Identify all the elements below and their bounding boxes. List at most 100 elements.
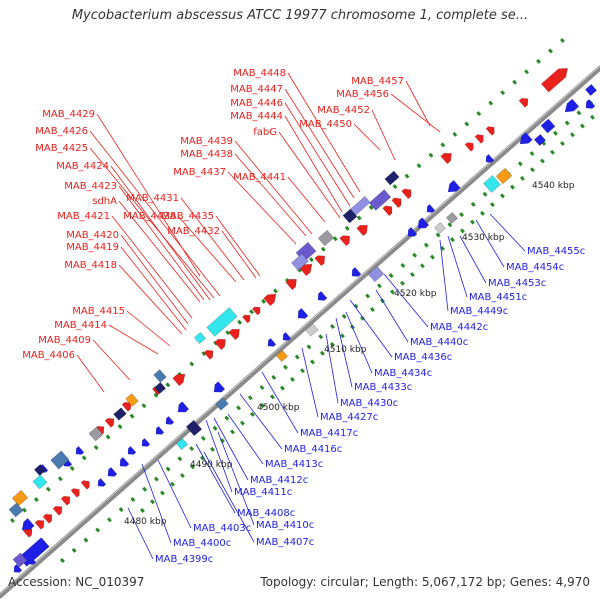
gene-label-mab_4425[interactable]: MAB_4425 [35,143,88,154]
gene-label-mab_4452[interactable]: MAB_4452 [317,105,370,116]
gene-label-mab_4419[interactable]: MAB_4419 [66,242,119,253]
scale-tick [118,507,124,513]
gene-label-mab_4429[interactable]: MAB_4429 [42,109,95,120]
reverse-gene-arrow [21,517,35,531]
gene-label-mab_4415[interactable]: MAB_4415 [72,306,125,317]
gene-label-mab_4432[interactable]: MAB_4432 [167,226,220,237]
gene-label-mab_4408c[interactable]: MAB_4408c [237,508,295,519]
scale-tick [310,359,315,365]
gene-feature-box [434,222,446,234]
reverse-gene-arrow [297,307,309,319]
gene-label-mab_4444[interactable]: MAB_4444 [230,111,283,122]
gene-label-mab_4403c[interactable]: MAB_4403c [193,523,251,534]
scale-tick [576,110,582,116]
scale-tick [410,272,415,278]
leader-line [110,165,211,301]
gene-label-mab_4457[interactable]: MAB_4457 [351,76,404,87]
gene-label-mab_4413c[interactable]: MAB_4413c [265,459,323,470]
gene-label-mab_4412c[interactable]: MAB_4412c [250,475,308,486]
scale-tick [400,262,406,268]
gene-label-mab_4414[interactable]: MAB_4414 [54,320,107,331]
gene-label-sdha[interactable]: sdhA [92,196,117,207]
leader-line [345,311,373,374]
gene-label-mab_4446[interactable]: MAB_4446 [230,98,283,109]
gene-label-mab_4411c[interactable]: MAB_4411c [234,487,292,498]
reverse-gene-arrow [127,446,137,455]
leader-line [383,273,429,328]
gene-label-mab_4416c[interactable]: MAB_4416c [284,444,342,455]
gene-label-mab_4434c[interactable]: MAB_4434c [374,368,432,379]
gene-label-mab_4453c[interactable]: MAB_4453c [488,278,546,289]
gene-feature-box [215,397,229,411]
forward-gene-arrow [121,401,132,412]
gene-label-mab_4400c[interactable]: MAB_4400c [173,538,231,549]
scale-tick [460,228,465,234]
gene-label-mab_4436c[interactable]: MAB_4436c [394,352,452,363]
gene-label-mab_4424[interactable]: MAB_4424 [56,161,109,172]
gene-label-mab_4427c[interactable]: MAB_4427c [320,412,378,423]
scale-tick [365,293,371,299]
forward-gene-arrow [104,417,115,428]
scale-tick [520,175,525,181]
gene-label-mab_4455c[interactable]: MAB_4455c [527,246,585,257]
gene-label-mab_4406[interactable]: MAB_4406 [22,350,75,361]
gene-label-mab_4440c[interactable]: MAB_4440c [410,337,468,348]
gene-label-mab_4410c[interactable]: MAB_4410c [256,520,314,531]
gene-feature-box [125,393,139,407]
gene-label-mab_4399c[interactable]: MAB_4399c [155,554,213,565]
gene-feature-box [113,407,127,421]
scale-tick [500,193,505,199]
gene-label-mab_4450[interactable]: MAB_4450 [299,119,352,130]
leader-line [205,419,233,493]
scale-tick [400,280,405,286]
forward-gene-arrow [42,513,53,524]
scale-tick [548,48,553,54]
gene-label-mab_4420[interactable]: MAB_4420 [66,230,119,241]
forward-gene-arrow [314,255,326,267]
scale-tick [71,547,77,553]
gene-label-mab_4423[interactable]: MAB_4423 [64,181,117,192]
gene-label-mab_4448[interactable]: MAB_4448 [233,68,286,79]
gene-label-mab_4421[interactable]: MAB_4421 [57,211,110,222]
gene-label-mab_4409[interactable]: MAB_4409 [38,335,91,346]
scale-tick [180,473,185,479]
gene-label-mab_4451c[interactable]: MAB_4451c [469,292,527,303]
scale-tick [93,444,99,450]
gene-label-mab_4418[interactable]: MAB_4418 [64,260,117,271]
gene-labels: MAB_4457 MAB_4456 MAB_4452 MAB_4450 MAB_4448… [22,68,585,565]
leader-line [89,147,215,299]
forward-gene-arrow [518,97,529,108]
kbp-label: 4490 kbp [190,460,233,470]
gene-feature-box [305,323,319,337]
gene-label-mab_4430c[interactable]: MAB_4430c [340,398,398,409]
gene-feature-box [153,369,167,383]
gene-label-mab_4439[interactable]: MAB_4439 [180,136,233,147]
forward-gene-arrow [391,197,402,209]
reverse-gene-arrow [447,179,461,193]
leader-line [221,230,257,279]
gene-label-mab_4442c[interactable]: MAB_4442c [430,322,488,333]
gene-label-mab_4428[interactable]: MAB_4428 [123,211,176,222]
gene-feature-box [495,167,513,185]
scale-tick [153,476,159,482]
gene-label-mab_4437[interactable]: MAB_4437 [173,167,226,178]
leader-line [120,234,189,325]
gene-label-mab_4435[interactable]: MAB_4435 [161,211,214,222]
scale-tick [512,79,518,85]
gene-label-mab_4417c[interactable]: MAB_4417c [300,428,358,439]
gene-label-mab_4454c[interactable]: MAB_4454c [506,262,564,273]
gene-label-mab_4456[interactable]: MAB_4456 [336,89,389,100]
gene-label-mab_4431[interactable]: MAB_4431 [126,193,179,204]
scale-tick [341,313,347,319]
gene-label-mab_4433c[interactable]: MAB_4433c [354,382,412,393]
gene-label-fabg[interactable]: fabG [253,127,277,138]
gene-label-mab_4426[interactable]: MAB_4426 [35,126,88,137]
gene-label-mab_4407c[interactable]: MAB_4407c [256,537,314,548]
forward-gene-arrow [356,225,368,237]
gene-label-mab_4438[interactable]: MAB_4438 [180,149,233,160]
leader-line [390,93,441,133]
gene-label-mab_4441[interactable]: MAB_4441 [233,172,286,183]
leader-line [111,215,193,319]
gene-label-mab_4447[interactable]: MAB_4447 [230,84,283,95]
gene-label-mab_4449c[interactable]: MAB_4449c [450,306,508,317]
